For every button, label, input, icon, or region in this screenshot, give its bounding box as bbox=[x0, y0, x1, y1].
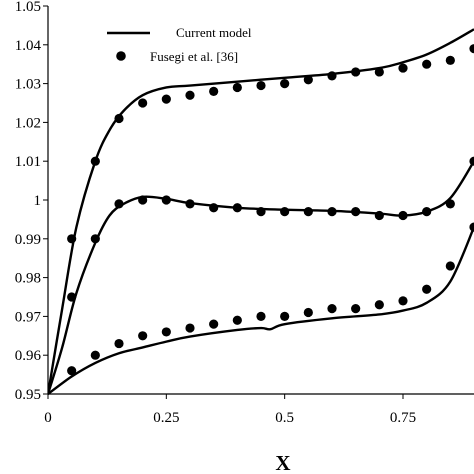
legend-label-fusegi: Fusegi et al. [36] bbox=[150, 49, 238, 64]
x-tick-label: 0.75 bbox=[390, 410, 416, 426]
fusegi-point bbox=[351, 304, 361, 314]
x-axis-ticks: 0 0.25 0.5 0.75 bbox=[44, 394, 416, 426]
fusegi-point bbox=[398, 210, 408, 221]
fusegi-point bbox=[114, 199, 124, 209]
fusegi-point bbox=[280, 207, 290, 217]
plot-area bbox=[47, 6, 474, 395]
fusegi-point bbox=[67, 234, 77, 244]
fusegi-point bbox=[469, 222, 474, 232]
y-tick-label: 1.02 bbox=[15, 115, 41, 131]
fusegi-point bbox=[398, 63, 408, 73]
fusegi-point bbox=[209, 203, 219, 213]
fusegi-point bbox=[327, 304, 337, 314]
fusegi-point bbox=[256, 207, 266, 217]
fusegi-point bbox=[114, 338, 124, 349]
fusegi-point bbox=[445, 199, 455, 209]
fusegi-point bbox=[256, 311, 266, 321]
y-tick-label: 0.95 bbox=[15, 387, 41, 403]
y-tick-label: 0.97 bbox=[15, 309, 42, 325]
legend: Current model Fusegi et al. [36] bbox=[107, 25, 252, 64]
fusegi-point bbox=[445, 261, 455, 271]
model-curve-2 bbox=[48, 160, 474, 395]
fusegi-point bbox=[185, 199, 195, 209]
fusegi-point bbox=[161, 327, 171, 337]
fusegi-point bbox=[232, 82, 242, 93]
legend-label-current-model: Current model bbox=[176, 25, 252, 40]
y-tick-label: 1 bbox=[34, 193, 42, 209]
fusegi-point bbox=[185, 90, 195, 100]
x-tick-label: 0 bbox=[44, 410, 52, 426]
fusegi-point bbox=[90, 234, 100, 244]
y-tick-label: 1.01 bbox=[15, 154, 41, 170]
fusegi-point bbox=[280, 311, 290, 321]
fusegi-point bbox=[138, 98, 148, 108]
y-tick-label: 1.03 bbox=[15, 77, 41, 93]
fusegi-point bbox=[138, 331, 148, 341]
model-curve-3 bbox=[48, 226, 474, 395]
fusegi-point bbox=[114, 113, 124, 124]
fusegi-point bbox=[67, 366, 77, 376]
fusegi-point bbox=[374, 67, 384, 77]
y-tick-label: 0.99 bbox=[15, 232, 41, 248]
fusegi-point bbox=[256, 80, 266, 91]
fusegi-point bbox=[67, 292, 77, 302]
fusegi-point bbox=[161, 195, 171, 205]
fusegi-point bbox=[138, 195, 148, 205]
fusegi-point bbox=[351, 67, 361, 77]
legend-marker-swatch bbox=[116, 51, 126, 61]
fusegi-point bbox=[422, 284, 432, 294]
y-tick-label: 0.98 bbox=[15, 271, 41, 287]
fusegi-point bbox=[422, 59, 432, 69]
y-axis-ticks: 0.95 0.96 0.97 0.98 0.99 1 1.01 1.02 1.03 1.04 1.0… bbox=[15, 0, 48, 403]
y-tick-label: 1.05 bbox=[15, 0, 41, 15]
fusegi-point bbox=[209, 86, 219, 96]
fusegi-point bbox=[209, 319, 219, 329]
fusegi-point bbox=[374, 300, 384, 310]
y-tick-label: 0.96 bbox=[15, 348, 42, 364]
fusegi-point bbox=[327, 207, 337, 217]
fusegi-point bbox=[374, 210, 384, 221]
fusegi-point bbox=[445, 55, 455, 65]
x-tick-label: 0.5 bbox=[275, 410, 294, 426]
fusegi-point bbox=[232, 315, 242, 325]
fusegi-point bbox=[398, 296, 408, 306]
fusegi-point bbox=[469, 156, 474, 166]
y-tick-label: 1.04 bbox=[15, 38, 42, 54]
fusegi-point bbox=[280, 79, 290, 89]
fusegi-point bbox=[327, 71, 337, 81]
fusegi-point bbox=[303, 307, 313, 318]
fusegi-point bbox=[232, 203, 242, 213]
fusegi-series bbox=[67, 44, 474, 376]
fusegi-point bbox=[422, 207, 432, 217]
fusegi-point bbox=[303, 75, 313, 85]
fusegi-point bbox=[90, 156, 100, 166]
x-axis-label: X bbox=[275, 451, 290, 474]
fusegi-point bbox=[185, 323, 195, 333]
fusegi-point bbox=[351, 207, 361, 217]
model-curve-1 bbox=[48, 28, 474, 395]
fusegi-point bbox=[161, 94, 171, 104]
fusegi-point bbox=[469, 44, 474, 54]
fusegi-point bbox=[303, 207, 313, 217]
x-tick-label: 0.25 bbox=[153, 410, 179, 426]
fusegi-point bbox=[90, 350, 100, 360]
